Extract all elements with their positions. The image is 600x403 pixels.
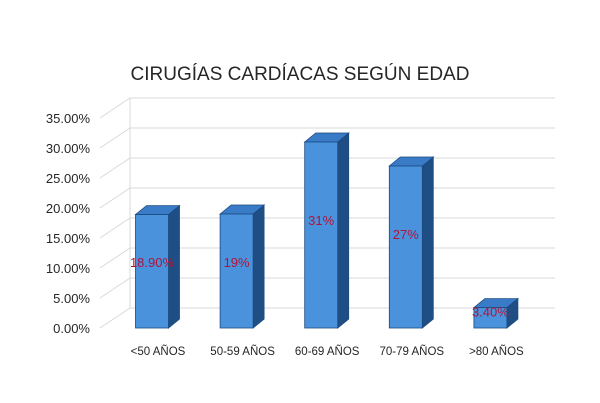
bar-front xyxy=(388,165,423,329)
gridline xyxy=(99,97,555,119)
y-tick-label: 25.00% xyxy=(46,171,91,186)
bar-front xyxy=(473,307,508,329)
bar-side xyxy=(421,156,434,329)
data-label: 27% xyxy=(393,227,419,242)
bar xyxy=(218,204,266,329)
y-axis-ticks: 0.00% 5.00% 10.00% 15.00% 20.00% 25.00% 30.00%… xyxy=(46,111,91,336)
chart-gridlines xyxy=(99,97,555,329)
data-label: 3.40% xyxy=(472,305,509,320)
bar xyxy=(134,204,181,329)
bar xyxy=(303,132,350,329)
bar xyxy=(472,297,520,329)
bar-front xyxy=(219,213,254,329)
bar-front xyxy=(304,141,339,329)
data-label: 18.90% xyxy=(130,255,175,270)
data-label: 31% xyxy=(308,213,334,228)
y-tick-label: 35.00% xyxy=(46,111,91,126)
x-category-label: 60-69 AÑOS xyxy=(295,345,360,358)
y-tick-label: 30.00% xyxy=(46,141,91,156)
bar-side xyxy=(337,132,350,329)
y-tick-label: 0.00% xyxy=(53,321,90,336)
y-tick-label: 10.00% xyxy=(46,261,91,276)
data-labels: 18.90% 19% 31% 27% 3.40% xyxy=(130,213,509,319)
y-tick-label: 20.00% xyxy=(46,201,91,216)
x-category-label: 70-79 AÑOS xyxy=(380,345,445,358)
x-category-label: <50 AÑOS xyxy=(131,345,186,358)
bar-front xyxy=(135,214,169,329)
x-category-label: >80 AÑOS xyxy=(469,345,524,358)
x-category-label: 50-59 AÑOS xyxy=(210,345,275,358)
chart-bars xyxy=(134,132,520,329)
chart-title: CIRUGÍAS CARDÍACAS SEGÚN EDAD xyxy=(131,63,470,85)
x-axis-categories: <50 AÑOS 50-59 AÑOS 60-69 AÑOS 70-79 AÑOS >8… xyxy=(131,345,524,358)
bar-side xyxy=(252,204,265,329)
y-tick-label: 15.00% xyxy=(46,231,91,246)
y-tick-label: 5.00% xyxy=(53,291,90,306)
bar xyxy=(388,156,435,329)
data-label: 19% xyxy=(224,255,250,270)
